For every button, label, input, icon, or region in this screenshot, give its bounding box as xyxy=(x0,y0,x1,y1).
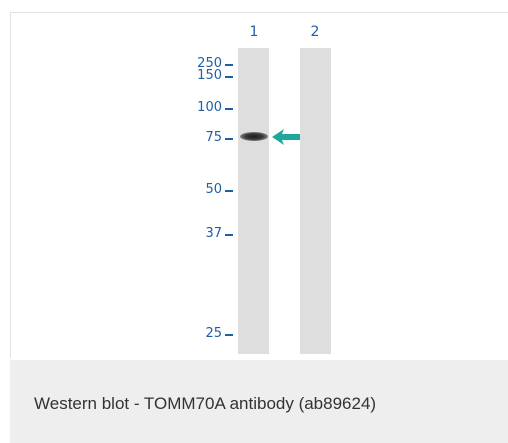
lane-1 xyxy=(238,48,269,354)
marker-tick-50 xyxy=(225,190,233,192)
band-arrow-icon xyxy=(272,129,300,145)
lane-label-1: 1 xyxy=(249,24,259,40)
marker-label-37: 37 xyxy=(205,226,222,241)
caption-panel xyxy=(10,360,508,443)
card-border-top xyxy=(10,12,508,13)
marker-label-150: 150 xyxy=(197,68,222,83)
marker-label-100: 100 xyxy=(197,100,222,115)
marker-tick-75 xyxy=(225,138,233,140)
marker-tick-100 xyxy=(225,108,233,110)
marker-tick-250 xyxy=(225,64,233,66)
lane-label-2: 2 xyxy=(310,24,320,40)
card-border-left xyxy=(10,12,11,358)
marker-label-50: 50 xyxy=(205,182,222,197)
marker-label-75: 75 xyxy=(205,130,222,145)
marker-tick-25 xyxy=(225,334,233,336)
lane-2 xyxy=(300,48,331,354)
protein-band xyxy=(240,132,268,141)
western-blot-image[interactable]: 1 2 250 150 100 75 50 37 25 xyxy=(0,0,508,360)
marker-tick-150 xyxy=(225,76,233,78)
marker-label-25: 25 xyxy=(205,326,222,341)
image-caption[interactable]: Western blot - TOMM70A antibody (ab89624… xyxy=(34,394,377,413)
marker-tick-37 xyxy=(225,234,233,236)
marker-label-250: 250 xyxy=(197,56,222,71)
